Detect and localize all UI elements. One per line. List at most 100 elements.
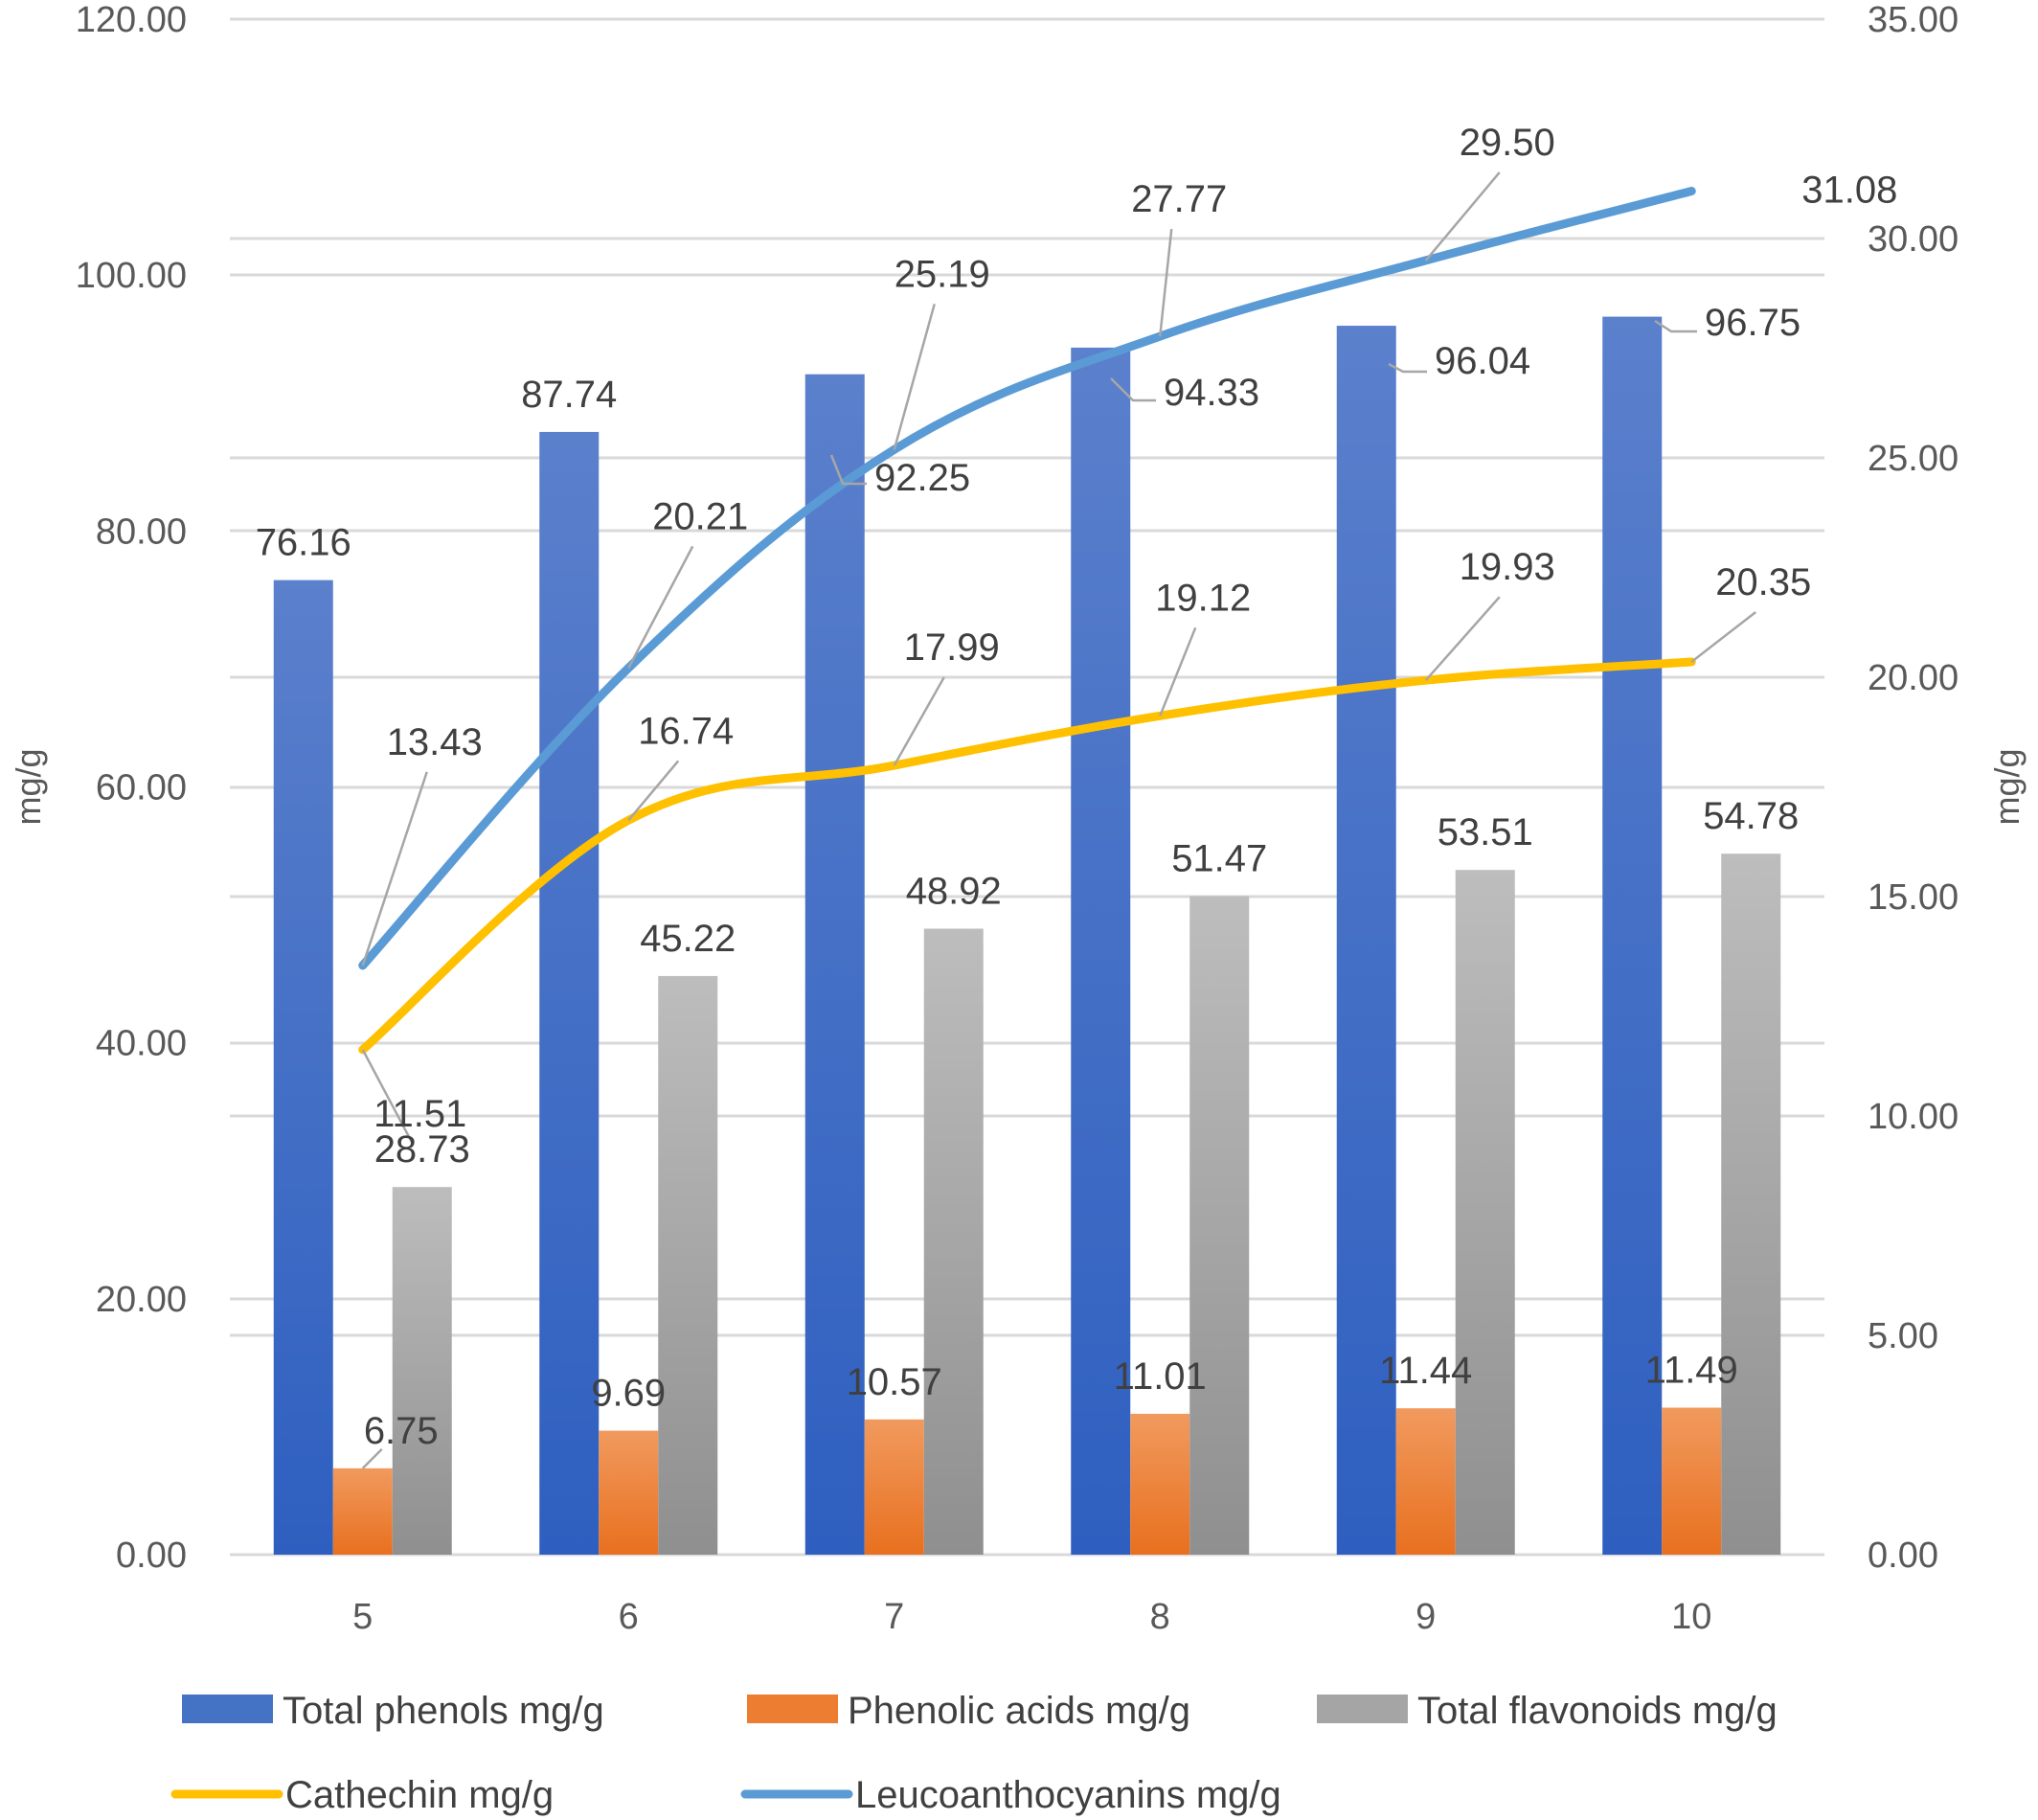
data-labels: 76.16 87.74 92.25 94.33 96.04 96.75 6.75 9.69 10… [256, 122, 1898, 1452]
x-tick-label: 9 [1415, 1597, 1436, 1637]
y2-tick-label: 15.00 [1868, 877, 1959, 918]
y-tick-label: 0.00 [116, 1536, 187, 1576]
data-label: 87.74 [521, 374, 617, 416]
bar [1071, 347, 1131, 1555]
data-label: 96.04 [1435, 340, 1530, 382]
data-label: 94.33 [1164, 372, 1259, 414]
legend-swatch [182, 1695, 273, 1723]
bar [1721, 853, 1781, 1555]
y2-tick-label: 30.00 [1868, 219, 1959, 260]
leader-line [893, 676, 945, 766]
x-tick-label: 5 [352, 1597, 373, 1637]
leader-line [361, 1447, 383, 1469]
legend-item: Cathechin mg/g [170, 1774, 554, 1816]
legend-item: Phenolic acids mg/g [747, 1690, 1190, 1732]
leader-line [1110, 377, 1156, 402]
gridlines [230, 17, 1824, 1557]
x-tick-label: 8 [1150, 1597, 1170, 1637]
data-label: 76.16 [256, 522, 351, 564]
data-label: 92.25 [874, 457, 970, 499]
data-label: 16.74 [638, 710, 734, 752]
series-line [358, 657, 1696, 1055]
data-label: 53.51 [1438, 811, 1533, 853]
leader-line [829, 454, 867, 486]
leader-line [1424, 596, 1501, 682]
bar [1189, 896, 1250, 1555]
data-label: 54.78 [1703, 795, 1799, 837]
legend-swatch [747, 1695, 838, 1723]
bar [923, 928, 984, 1555]
data-label: 11.44 [1379, 1350, 1472, 1392]
data-label: 19.93 [1460, 546, 1555, 588]
legend-swatch [1317, 1695, 1408, 1723]
axes: 0.00 20.00 40.00 60.00 80.00 100.00 120.00 0.00… [9, 0, 2027, 1637]
x-tick-label: 10 [1671, 1597, 1711, 1637]
leader-line [1159, 626, 1197, 717]
lines [358, 187, 1696, 1055]
leader-line [627, 545, 694, 669]
data-label: 20.35 [1715, 561, 1811, 603]
leader-line [361, 771, 428, 967]
bar [392, 1187, 452, 1555]
bar [332, 1467, 393, 1555]
legend-label: Cathechin mg/g [285, 1774, 554, 1816]
legend-label: Leucoanthocyanins mg/g [855, 1774, 1281, 1816]
data-label: 51.47 [1171, 837, 1267, 879]
legend-label: Total phenols mg/g [283, 1690, 604, 1732]
bars [273, 316, 1781, 1556]
leader-line [1690, 610, 1757, 663]
leader-line [1388, 362, 1427, 374]
leader-line [1159, 229, 1173, 337]
y2-tick-label: 35.00 [1868, 0, 1959, 40]
legend-item: Total phenols mg/g [182, 1690, 604, 1732]
bar [1336, 326, 1396, 1555]
y2-tick-label: 25.00 [1868, 439, 1959, 479]
data-label: 45.22 [640, 918, 736, 960]
data-label: 11.49 [1645, 1350, 1738, 1392]
y-tick-label: 80.00 [96, 512, 187, 552]
bar [1455, 870, 1515, 1555]
data-label: 9.69 [591, 1373, 666, 1415]
series-line [358, 187, 1696, 970]
bar [1395, 1408, 1456, 1555]
y2-tick-label: 0.00 [1868, 1536, 1938, 1576]
bar-series [392, 853, 1781, 1555]
label-leaders [361, 171, 1757, 1469]
bar [1602, 316, 1663, 1555]
bar-series [273, 316, 1663, 1556]
y2-axis-title: mg/g [1987, 748, 2027, 825]
data-label: 25.19 [894, 253, 990, 295]
x-tick-label: 7 [884, 1597, 904, 1637]
x-tick-label: 6 [619, 1597, 639, 1637]
data-label: 11.51 [374, 1093, 466, 1135]
bar [658, 975, 718, 1555]
y-tick-label: 100.00 [76, 256, 187, 296]
y-tick-label: 40.00 [96, 1024, 187, 1064]
y-tick-label: 20.00 [96, 1280, 187, 1320]
data-label: 28.73 [374, 1128, 470, 1171]
leader-line [361, 1049, 414, 1145]
data-label: 13.43 [387, 721, 483, 763]
y2-tick-label: 20.00 [1868, 658, 1959, 698]
leader-line [1424, 171, 1501, 262]
bar [864, 1419, 924, 1555]
data-label: 11.01 [1114, 1355, 1207, 1398]
leader-line [627, 760, 680, 822]
legend-item: Leucoanthocyanins mg/g [740, 1774, 1281, 1816]
data-label: 27.77 [1131, 178, 1227, 220]
data-label: 19.12 [1155, 577, 1251, 619]
legend-item: Total flavonoids mg/g [1317, 1690, 1778, 1732]
bar [599, 1430, 659, 1555]
y-tick-label: 120.00 [76, 0, 187, 40]
legend-label: Phenolic acids mg/g [848, 1690, 1190, 1732]
y-axis-title: mg/g [9, 748, 48, 825]
bar [1130, 1413, 1190, 1555]
bar-series [332, 1407, 1722, 1555]
y2-tick-label: 5.00 [1868, 1316, 1938, 1356]
legend: Total phenols mg/g Phenolic acids mg/g Tot… [170, 1690, 1778, 1816]
leader-line [893, 303, 936, 450]
data-label: 48.92 [906, 871, 1002, 913]
data-label: 10.57 [847, 1361, 942, 1403]
